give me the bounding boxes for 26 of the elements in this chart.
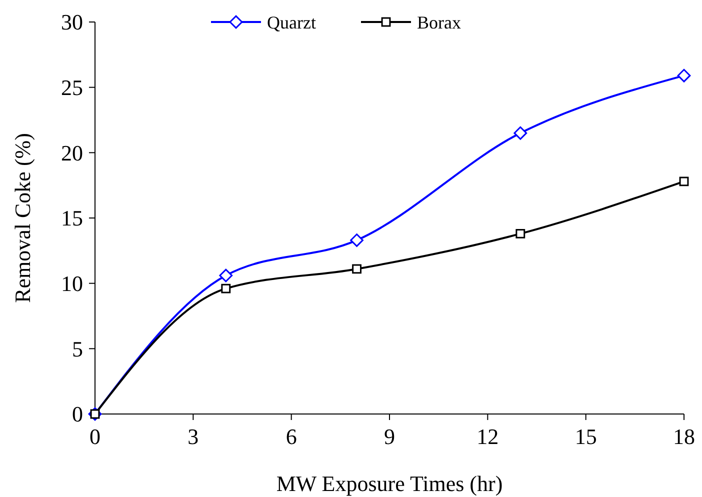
- x-tick-label: 18: [673, 424, 695, 449]
- x-axis-title: MW Exposure Times (hr): [276, 471, 503, 496]
- y-axis-title: Removal Coke (%): [10, 133, 35, 303]
- point: [221, 284, 231, 294]
- y-tick-label: 15: [61, 206, 83, 231]
- point: [352, 264, 362, 274]
- x-tick-label: 3: [188, 424, 199, 449]
- legend-label: Quarzt: [267, 12, 316, 32]
- x-tick-label: 9: [384, 424, 395, 449]
- point: [516, 228, 526, 238]
- point: [514, 126, 528, 140]
- y-tick-label: 30: [61, 10, 83, 35]
- y-tick-label: 25: [61, 75, 83, 100]
- y-tick-label: 20: [61, 140, 83, 166]
- y-tick-label: 10: [61, 271, 83, 296]
- x-tick-label: 15: [574, 424, 597, 449]
- x-tick-label: 12: [476, 424, 499, 449]
- point: [679, 176, 689, 186]
- point: [219, 268, 233, 282]
- point: [677, 68, 691, 82]
- x-tick-label: 0: [90, 424, 100, 449]
- x-tick-label: 6: [286, 424, 297, 449]
- y-tick-label: 0: [72, 402, 83, 427]
- legend-label: Borax: [417, 12, 461, 32]
- y-tick-label: 5: [72, 336, 83, 362]
- point: [350, 234, 364, 247]
